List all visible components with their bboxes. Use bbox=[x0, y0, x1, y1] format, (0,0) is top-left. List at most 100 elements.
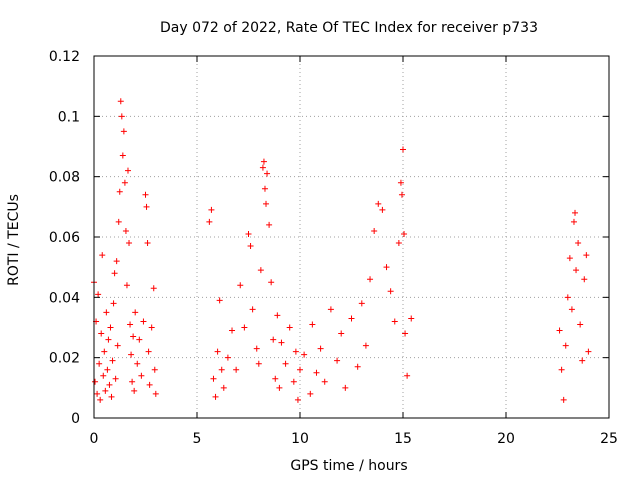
data-point bbox=[327, 306, 334, 313]
data-point bbox=[99, 252, 106, 259]
data-point bbox=[220, 384, 227, 391]
data-point bbox=[210, 375, 217, 382]
data-point bbox=[212, 393, 219, 400]
data-point bbox=[342, 384, 349, 391]
data-point bbox=[260, 158, 267, 165]
data-point bbox=[113, 258, 120, 265]
data-point bbox=[126, 240, 133, 247]
data-point bbox=[272, 375, 279, 382]
data-point bbox=[270, 336, 277, 343]
data-point bbox=[97, 396, 104, 403]
data-point bbox=[105, 336, 112, 343]
data-point bbox=[145, 348, 152, 355]
data-point bbox=[111, 270, 118, 277]
data-point bbox=[397, 179, 404, 186]
data-point bbox=[391, 318, 398, 325]
data-point bbox=[286, 324, 293, 331]
data-point bbox=[577, 321, 584, 328]
data-point bbox=[358, 300, 365, 307]
data-point bbox=[573, 267, 580, 274]
data-point bbox=[264, 170, 271, 177]
data-point bbox=[579, 357, 586, 364]
data-point bbox=[313, 369, 320, 376]
data-point bbox=[575, 240, 582, 247]
x-tick-label: 25 bbox=[600, 431, 618, 447]
data-point bbox=[572, 209, 579, 216]
data-point bbox=[128, 351, 135, 358]
data-point bbox=[321, 378, 328, 385]
data-point bbox=[241, 324, 248, 331]
data-point bbox=[261, 185, 268, 192]
data-point bbox=[134, 360, 141, 367]
data-point bbox=[383, 264, 390, 271]
x-tick-label: 0 bbox=[90, 431, 99, 447]
data-point bbox=[96, 360, 103, 367]
data-point bbox=[562, 342, 569, 349]
data-point bbox=[334, 357, 341, 364]
data-point bbox=[127, 321, 134, 328]
data-point bbox=[214, 348, 221, 355]
data-point bbox=[301, 351, 308, 358]
x-axis-label: GPS time / hours bbox=[290, 458, 407, 474]
data-point bbox=[395, 240, 402, 247]
data-point bbox=[229, 327, 236, 334]
data-point bbox=[216, 297, 223, 304]
data-point bbox=[114, 342, 121, 349]
x-tick-label: 20 bbox=[497, 431, 515, 447]
data-point bbox=[317, 345, 324, 352]
data-point bbox=[146, 381, 153, 388]
data-point bbox=[245, 230, 252, 237]
chart-title: Day 072 of 2022, Rate Of TEC Index for r… bbox=[160, 20, 538, 36]
data-point bbox=[570, 218, 577, 225]
data-point bbox=[142, 191, 149, 198]
data-point bbox=[566, 255, 573, 262]
data-point bbox=[583, 252, 590, 259]
data-point bbox=[130, 333, 137, 340]
data-point bbox=[401, 230, 408, 237]
data-point bbox=[109, 357, 116, 364]
data-point bbox=[122, 227, 129, 234]
data-point bbox=[95, 291, 102, 298]
data-point bbox=[150, 285, 157, 292]
data-point bbox=[398, 191, 405, 198]
y-tick-label: 0.06 bbox=[49, 230, 80, 246]
data-point bbox=[249, 306, 256, 313]
data-point bbox=[136, 336, 143, 343]
data-point bbox=[138, 372, 145, 379]
data-point bbox=[218, 366, 225, 373]
data-point bbox=[564, 294, 571, 301]
data-point bbox=[581, 276, 588, 283]
data-point bbox=[115, 218, 122, 225]
x-tick-labels: 0 5 10 15 20 25 bbox=[90, 431, 618, 447]
data-point bbox=[348, 315, 355, 322]
data-point bbox=[268, 279, 275, 286]
data-point bbox=[297, 366, 303, 373]
data-point bbox=[92, 378, 99, 385]
data-point bbox=[255, 360, 262, 367]
data-point bbox=[237, 282, 244, 289]
grid-lines bbox=[94, 56, 609, 418]
data-point bbox=[408, 315, 415, 322]
data-point bbox=[309, 321, 316, 328]
data-point bbox=[94, 390, 101, 397]
x-tick-label: 15 bbox=[394, 431, 412, 447]
data-point bbox=[120, 128, 127, 135]
y-tick-label: 0 bbox=[71, 411, 80, 427]
data-point bbox=[379, 206, 386, 213]
data-point bbox=[121, 179, 128, 186]
data-point bbox=[362, 342, 369, 349]
data-point bbox=[123, 282, 130, 289]
data-point bbox=[266, 221, 273, 228]
data-point bbox=[560, 396, 567, 403]
y-tick-label: 0.08 bbox=[49, 170, 80, 186]
y-tick-label: 0.1 bbox=[58, 109, 80, 125]
data-point bbox=[282, 360, 289, 367]
data-point bbox=[148, 324, 155, 331]
data-point bbox=[104, 366, 111, 373]
data-point bbox=[402, 330, 409, 337]
data-point bbox=[98, 330, 105, 337]
data-point bbox=[278, 339, 285, 346]
data-point bbox=[129, 378, 136, 385]
y-tick-labels: 0 0.02 0.04 0.06 0.08 0.1 0.12 bbox=[49, 49, 80, 427]
